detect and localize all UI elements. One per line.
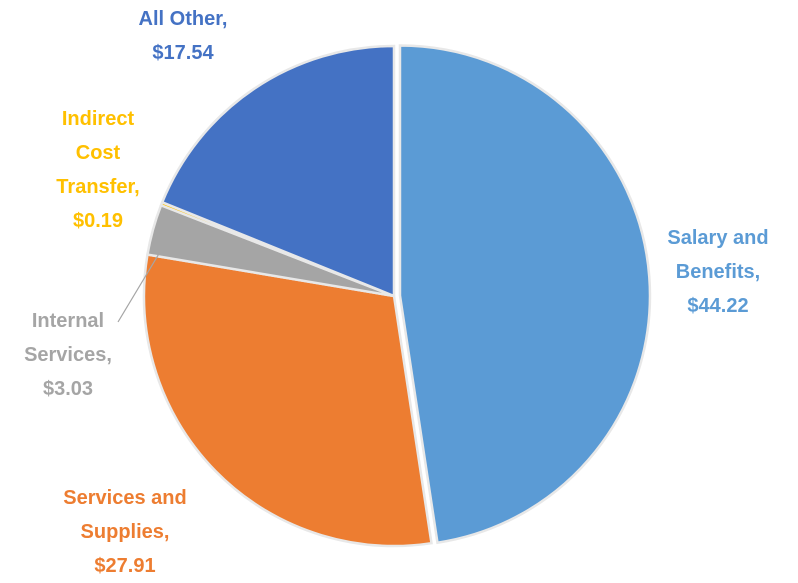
data-label: Salary and Benefits, $44.22 (667, 227, 769, 317)
pie-slice (160, 44, 396, 298)
data-label: Services and Supplies, $27.91 (63, 487, 187, 577)
pie-slice (142, 253, 433, 548)
data-label: Internal Services, $3.03 (24, 310, 112, 400)
leader-line (117, 251, 161, 323)
data-label: All Other, $17.54 (138, 8, 228, 64)
pie-slice (398, 44, 652, 545)
data-label: Indirect Cost Transfer, $0.19 (56, 108, 140, 232)
